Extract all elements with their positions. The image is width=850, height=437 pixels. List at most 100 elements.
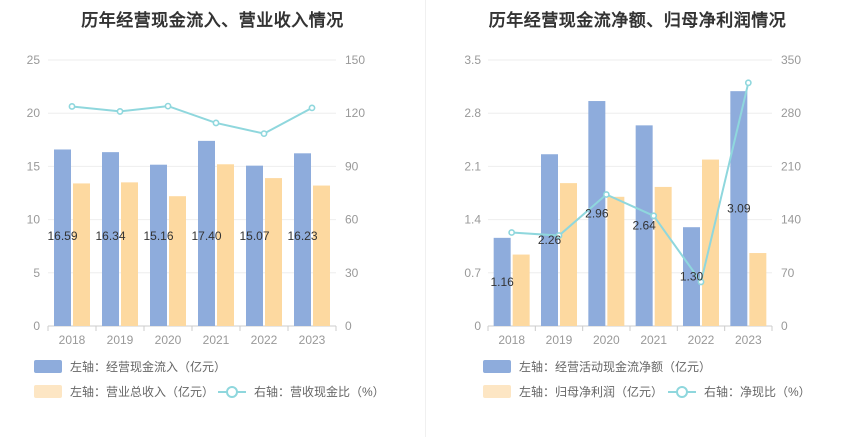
chart-panel-net-cash-profit: 历年经营现金流净额、归母净利润情况 0 0.7 1.4 2.1 2.8 3.5 0 70 140…: [425, 0, 850, 437]
line-point: [697, 278, 705, 286]
legend-item-net-operating-cash[interactable]: 左轴：经营活动现金流净额（亿元）: [483, 358, 711, 375]
legend-item-net-profit[interactable]: 左轴：归母净利润（亿元）: [483, 383, 663, 400]
y-right-tick-label: 210: [781, 159, 801, 173]
y-left-tick-label: 2.1: [464, 159, 481, 173]
bar-primary: [102, 152, 119, 326]
y-right-tick-label: 350: [781, 53, 801, 67]
line-point: [508, 229, 516, 236]
legend-item-cash-inflow[interactable]: 左轴：经营现金流入（亿元）: [34, 358, 226, 375]
bar-data-label: 3.09: [727, 202, 751, 216]
bar-secondary: [73, 183, 90, 326]
bar-secondary: [217, 164, 234, 326]
bar-primary: [541, 154, 558, 326]
bar-secondary: [607, 196, 625, 326]
y-left-tick-label: 20: [27, 106, 41, 120]
legend-label: 左轴：经营现金流入（亿元）: [70, 360, 227, 374]
y-right-tick-label: 140: [781, 213, 801, 227]
legend-swatch-bar-blue: [483, 360, 511, 373]
bar-data-label: 15.16: [143, 229, 173, 243]
y-right-tick-label: 30: [345, 266, 359, 280]
y-right-tick-label: 280: [781, 106, 801, 120]
legend-label: 左轴：经营活动现金流净额（亿元）: [519, 360, 712, 374]
y-right-tick-label: 120: [345, 106, 365, 120]
legend-label: 右轴：营收现金比（%）: [254, 385, 385, 399]
line-point: [212, 119, 220, 127]
bar-data-label: 1.16: [490, 275, 514, 289]
panel-divider: [425, 0, 426, 437]
x-tick-label: 2018: [498, 333, 525, 347]
line-point: [744, 79, 752, 87]
x-tick-label: 2023: [735, 333, 762, 347]
x-tick-label: 2018: [59, 333, 86, 347]
x-tick-label: 2021: [640, 333, 667, 347]
line-point: [650, 212, 658, 220]
chart-title: 历年经营现金流入、营业收入情况: [81, 11, 344, 30]
bar-primary: [54, 149, 71, 326]
bar-primary: [493, 237, 511, 326]
x-tick-label: 2022: [251, 333, 278, 347]
y-left-tick-label: 2.8: [464, 106, 481, 120]
x-tick-label: 2022: [688, 333, 715, 347]
y-left-tick-label: 5: [33, 266, 40, 280]
bar-primary: [588, 101, 606, 326]
bar-secondary: [749, 253, 767, 326]
y-right-tick-label: 90: [345, 159, 359, 173]
legend-swatch-line-icon: [668, 385, 696, 399]
y-right-tick-label: 0: [345, 319, 352, 333]
y-right-tick-label: 60: [345, 213, 359, 227]
legend-item-net-cash-ratio[interactable]: 右轴：净现比（%）: [668, 383, 811, 400]
line-point: [260, 130, 268, 137]
bar-secondary: [121, 182, 138, 326]
bar-primary: [150, 164, 167, 326]
x-tick-label: 2019: [546, 333, 573, 347]
legend-item-revenue[interactable]: 左轴：营业总收入（亿元）: [34, 383, 214, 400]
bar-secondary: [313, 185, 330, 326]
bar-primary: [246, 165, 263, 326]
y-left-tick-label: 10: [27, 213, 41, 227]
y-left-tick-label: 0.7: [464, 266, 481, 280]
bar-primary: [683, 227, 700, 326]
bar-secondary: [654, 186, 672, 326]
legend-swatch-line-icon: [218, 385, 246, 399]
y-right-tick-label: 0: [781, 319, 788, 333]
x-tick-label: 2023: [299, 333, 326, 347]
x-tick-label: 2021: [203, 333, 230, 347]
x-tick-label: 2019: [107, 333, 134, 347]
y-left-tick-label: 1.4: [464, 213, 481, 227]
y-left-tick-label: 3.5: [464, 53, 481, 67]
bar-secondary: [560, 183, 577, 326]
chart-panel-cash-inflow-revenue: 历年经营现金流入、营业收入情况 0 5 10 15 20 25 0 30 60 90 120 150 2…: [27, 11, 385, 400]
bar-data-label: 15.07: [239, 229, 269, 243]
line-point: [555, 232, 563, 239]
y-right-tick-label: 70: [781, 266, 795, 280]
y-left-tick-label: 15: [27, 159, 41, 173]
y-right-tick-label: 150: [345, 53, 365, 67]
bar-secondary: [265, 178, 282, 326]
bar-data-label: 2.26: [538, 233, 562, 247]
bar-primary: [635, 125, 653, 326]
chart-plot-area: 0 5 10 15 20 25 0 30 60 90 120 150 2018 2019 2020 2021 2…: [27, 53, 366, 347]
legend-label: 左轴：归母净利润（亿元）: [519, 385, 664, 399]
line-point: [116, 108, 124, 115]
bar-data-label: 16.23: [287, 229, 317, 243]
y-left-tick-label: 0: [33, 319, 40, 333]
bar-data-label: 16.59: [47, 229, 77, 243]
bar-data-label: 16.34: [95, 229, 125, 243]
legend-label: 左轴：营业总收入（亿元）: [70, 385, 215, 399]
line-point: [68, 103, 76, 110]
legend-item-revenue-cash-ratio[interactable]: 右轴：营收现金比（%）: [218, 383, 385, 400]
line-point: [164, 102, 172, 110]
legend-swatch-bar-blue: [34, 360, 62, 373]
x-tick-label: 2020: [155, 333, 182, 347]
y-left-tick-label: 0: [474, 319, 481, 333]
bar-primary: [294, 153, 311, 326]
bar-secondary: [512, 254, 530, 326]
bar-data-label: 1.30: [680, 270, 704, 284]
x-tick-label: 2020: [593, 333, 620, 347]
bar-data-label: 17.40: [191, 229, 221, 243]
series-line: [511, 82, 750, 285]
legend-swatch-bar-orange: [483, 385, 511, 398]
chart-title: 历年经营现金流净额、归母净利润情况: [488, 11, 787, 30]
bar-secondary: [169, 196, 186, 326]
legend-label: 右轴：净现比（%）: [704, 385, 811, 399]
